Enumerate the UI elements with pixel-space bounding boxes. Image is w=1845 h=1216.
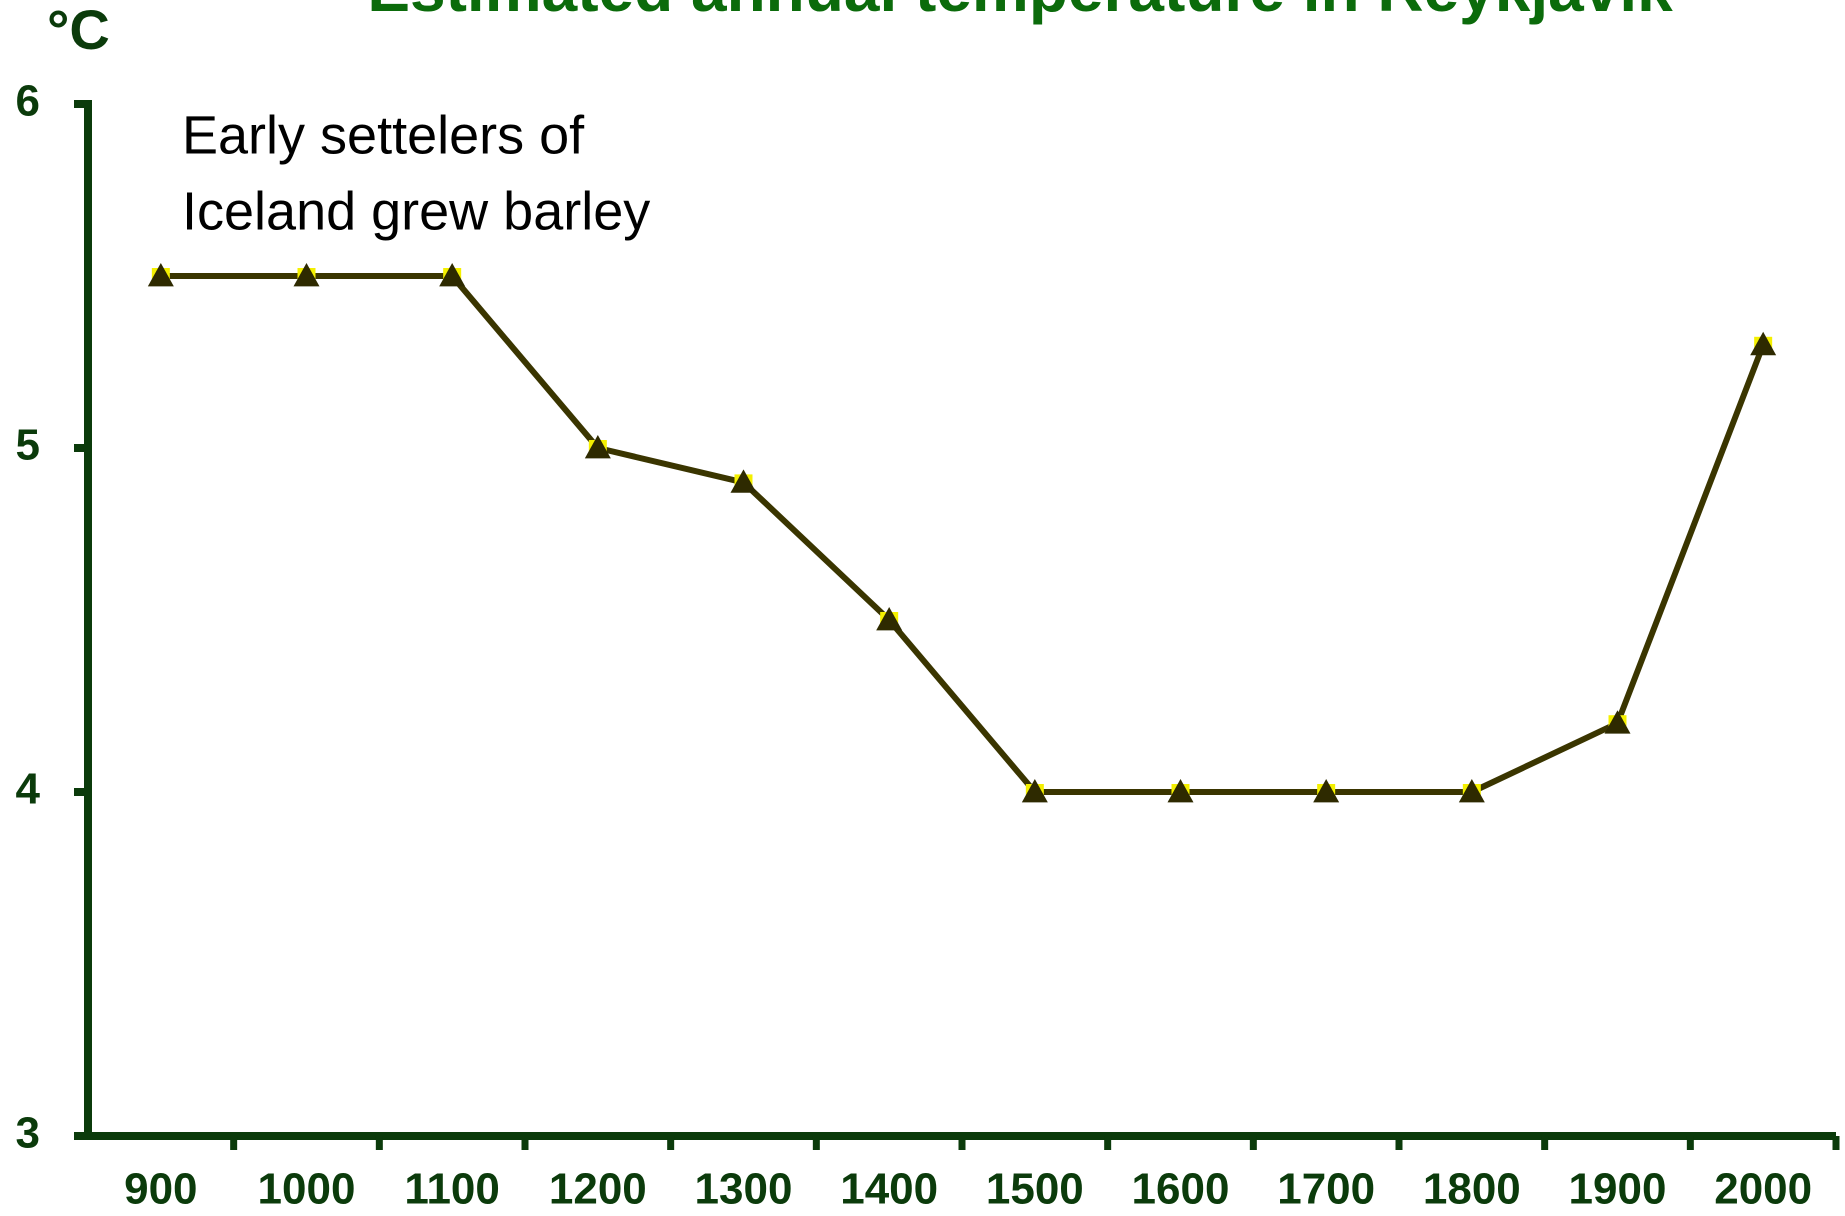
- x-tick-label: 1300: [695, 1165, 793, 1214]
- y-tick-label: 6: [16, 77, 40, 126]
- x-tick-label: 2000: [1714, 1165, 1812, 1214]
- annotation: Iceland grew barley: [182, 181, 650, 241]
- marker: [1458, 779, 1485, 803]
- x-tick-label: 1100: [404, 1165, 499, 1214]
- marker: [730, 469, 757, 493]
- marker: [1313, 779, 1340, 803]
- y-tick-label: 4: [16, 765, 41, 814]
- series-line: [160, 273, 1766, 795]
- x-tick-label: 1400: [840, 1165, 938, 1214]
- marker: [876, 607, 903, 631]
- marker: [584, 435, 611, 459]
- marker: [147, 263, 174, 287]
- chart-title: Estimated annual temperature in Reykjavi…: [367, 0, 1673, 25]
- marker: [1167, 779, 1194, 803]
- x-tick-label: 1600: [1132, 1165, 1230, 1214]
- x-tick-label: 1700: [1277, 1165, 1375, 1214]
- x-tick-label: 1900: [1569, 1165, 1667, 1214]
- x-tick-label: 1000: [258, 1165, 356, 1214]
- y-tick-label: 5: [16, 421, 40, 470]
- annotation: Early settelers of: [182, 105, 585, 165]
- marker: [1021, 779, 1048, 803]
- marker: [1750, 331, 1777, 356]
- x-tick-label: 900: [124, 1165, 197, 1214]
- marker: [1604, 710, 1631, 734]
- marker: [293, 263, 320, 287]
- x-tick-label: 1500: [986, 1165, 1084, 1214]
- marker: [439, 263, 466, 287]
- y-axis-label: °C: [47, 0, 110, 61]
- y-tick-label: 3: [16, 1109, 40, 1158]
- x-tick-label: 1800: [1423, 1165, 1521, 1214]
- x-tick-label: 1200: [549, 1165, 647, 1214]
